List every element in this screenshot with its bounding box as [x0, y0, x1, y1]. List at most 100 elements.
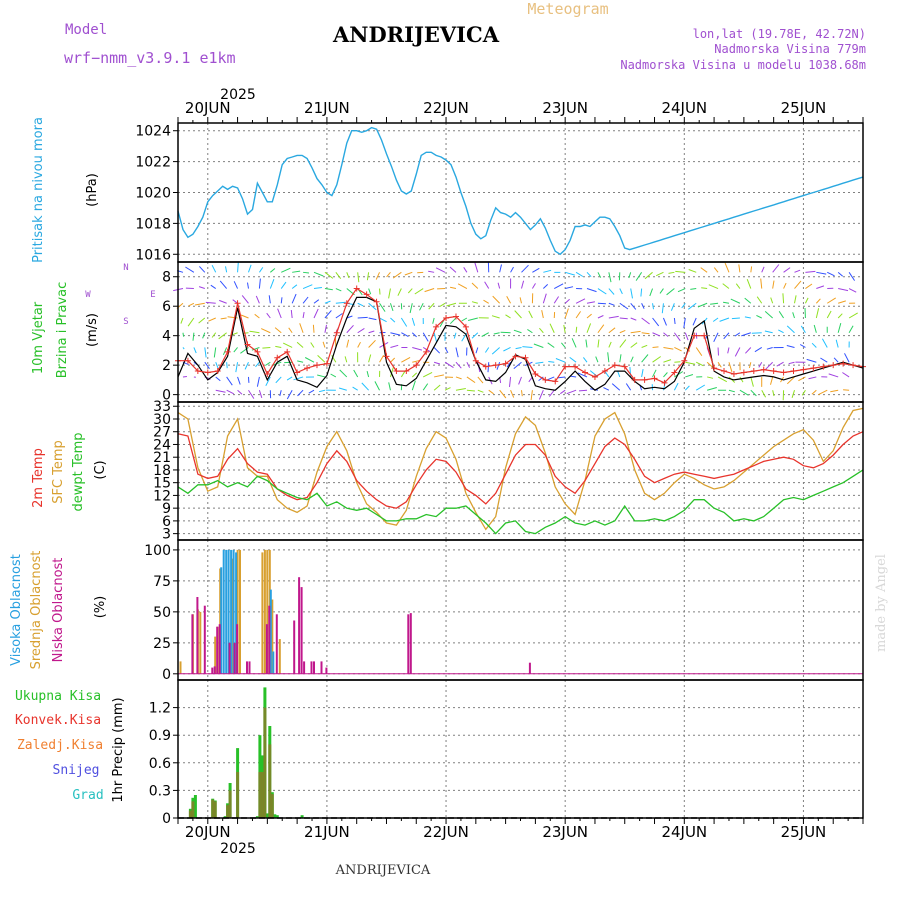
- wind-gust-marker: [681, 357, 688, 364]
- wind-arrow: [578, 389, 588, 392]
- temp-ylabel-sub2: dewpt Temp: [71, 432, 86, 511]
- lonlat-text: lon,lat (19.78E, 42.72N): [693, 27, 866, 41]
- wind-arrow: [368, 288, 372, 295]
- wind-arrow: [739, 389, 749, 396]
- wind-gust-marker: [433, 323, 440, 330]
- wind-arrow: [617, 371, 621, 378]
- low-cloud-bar: [409, 613, 412, 674]
- wind-arrow: [791, 390, 795, 398]
- wind-gust-marker: [572, 363, 579, 370]
- wind-gust-marker: [522, 354, 529, 361]
- wind-arrow: [583, 357, 588, 363]
- wind-arrow: [213, 347, 217, 358]
- wind-arrow: [630, 302, 637, 310]
- wind-arrow: [539, 327, 544, 334]
- wind-arrow: [324, 271, 334, 279]
- wind-arrow: [710, 302, 719, 305]
- wind-arrow: [233, 281, 239, 289]
- wind-arrow: [262, 346, 271, 349]
- wind-arrow: [739, 376, 744, 383]
- wind-arrow: [299, 323, 304, 333]
- y-tick-label: 4: [162, 329, 171, 345]
- wind-speed-line: [177, 296, 864, 391]
- wind-arrow: [586, 271, 592, 278]
- wind-arrow: [659, 288, 664, 294]
- wind-arrow: [318, 389, 326, 393]
- wind-arrow: [215, 376, 221, 382]
- wind-arrow: [816, 271, 827, 275]
- wind-gust-marker: [651, 375, 658, 382]
- wind-arrow: [555, 358, 566, 363]
- wind-arrow: [750, 389, 757, 397]
- wind-arrow: [538, 376, 544, 381]
- wind-arrow: [848, 288, 857, 293]
- wind-arrow: [471, 332, 479, 339]
- wind-arrow: [344, 356, 348, 363]
- low-cloud-bar: [191, 614, 194, 674]
- wind-gust-marker: [234, 300, 241, 307]
- wind-arrow: [684, 332, 689, 341]
- wind-arrow: [687, 302, 697, 310]
- wind-arrow: [251, 347, 260, 351]
- wind-arrow: [484, 281, 490, 289]
- wind-arrow: [848, 325, 854, 333]
- wind-arrow: [235, 362, 239, 373]
- wind-gust-marker: [184, 357, 191, 364]
- wind-arrow: [346, 339, 350, 348]
- wind-arrow: [731, 317, 740, 320]
- wind-arrow: [237, 376, 241, 385]
- wind-arrow: [194, 388, 200, 390]
- conv-precip-bar: [236, 772, 240, 818]
- sfc-temp-line: [177, 407, 864, 531]
- wind-arrow: [317, 355, 326, 363]
- wind-arrow: [681, 302, 686, 309]
- wind-arrow: [848, 312, 858, 319]
- wind-arrow: [557, 376, 566, 379]
- wind-arrow: [330, 373, 337, 378]
- wind-arrow: [630, 342, 638, 348]
- wind-arrow: [255, 295, 260, 304]
- wind-arrow: [628, 272, 632, 279]
- wind-arrow: [357, 327, 365, 334]
- wind-arrow: [419, 303, 424, 311]
- wind-arrow: [455, 347, 459, 358]
- wind-arrow: [475, 347, 479, 354]
- low-cloud-bar: [407, 614, 410, 674]
- wind-arrow: [673, 317, 676, 325]
- wind-arrow: [655, 271, 664, 277]
- wind-arrow: [466, 361, 471, 368]
- wind-arrow: [515, 346, 522, 350]
- x-tick-top: 23JUN: [542, 99, 588, 117]
- wind-gust-marker: [740, 369, 747, 376]
- wind-arrow: [553, 296, 560, 304]
- y-tick-label: 6: [162, 514, 171, 530]
- wind-gust-marker: [641, 376, 648, 383]
- wind-arrow: [754, 347, 763, 353]
- wind-gust-marker: [810, 365, 817, 372]
- wind-gust-marker: [393, 368, 400, 375]
- wind-arrow: [728, 362, 733, 372]
- wind-arrow: [297, 389, 304, 397]
- wind-gust-marker: [313, 362, 320, 369]
- wind-arrow: [265, 376, 271, 387]
- wind-arrow: [719, 317, 730, 322]
- wind-arrow: [193, 347, 197, 354]
- wind-arrow: [707, 376, 714, 379]
- wind-arrow: [510, 266, 514, 273]
- wind-arrow: [477, 389, 484, 393]
- wind-arrow: [619, 288, 623, 295]
- wind-arrow: [444, 347, 449, 354]
- wind-arrow: [444, 387, 451, 391]
- wind-arrow: [412, 346, 423, 351]
- wind-arrow: [727, 347, 730, 354]
- wind-arrow: [435, 267, 446, 273]
- wind-arrow: [566, 389, 577, 395]
- model-label: Model: [65, 22, 107, 38]
- wind-arrow: [313, 308, 319, 319]
- wind-gust-marker: [730, 371, 737, 377]
- wind-ylabel: 10m Vjetar: [31, 301, 46, 374]
- wind-gust-marker: [502, 360, 509, 367]
- y-tick-label: 24: [153, 437, 171, 453]
- mid-cloud-bar: [214, 636, 217, 674]
- wind-arrow: [607, 352, 610, 363]
